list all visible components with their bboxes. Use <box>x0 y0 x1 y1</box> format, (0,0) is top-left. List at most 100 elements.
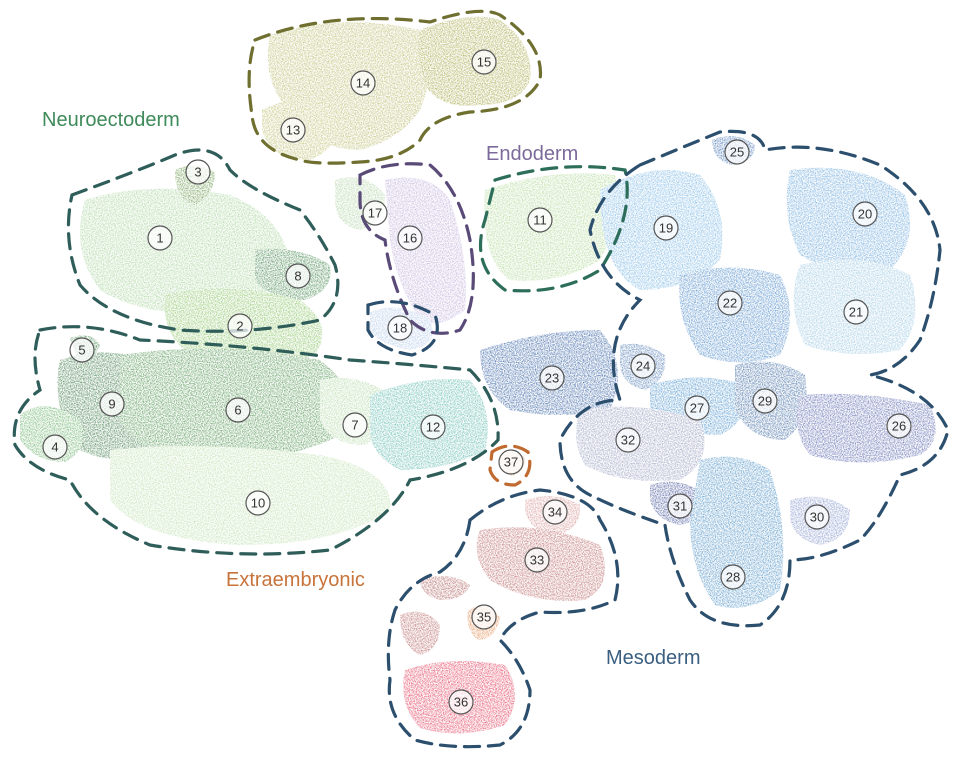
cluster-badge-12: 12 <box>420 414 446 440</box>
cluster-badge-1: 1 <box>147 225 173 251</box>
cluster-badge-circle <box>69 337 95 363</box>
cluster-badge-circle <box>285 263 311 289</box>
cluster-badge-circle <box>524 547 550 573</box>
cluster-id-label: 12 <box>426 420 440 435</box>
cluster-badge-circle <box>350 70 376 96</box>
cluster-blob-22 <box>679 267 790 363</box>
cluster-id-label: 26 <box>892 419 906 434</box>
cluster-badge-circle <box>527 207 553 233</box>
group-outlines <box>12 9 950 749</box>
cluster-badge-18: 18 <box>387 315 413 341</box>
cluster-badge-34: 34 <box>542 499 568 525</box>
cluster-id-label: 25 <box>730 145 744 160</box>
cluster-badge-circle <box>420 414 446 440</box>
cluster-id-label: 34 <box>548 505 562 520</box>
label-endoderm: Endoderm <box>486 143 578 165</box>
cluster-badge-19: 19 <box>653 215 679 241</box>
outline-neuroectoderm-upper <box>66 148 340 333</box>
cluster-badge-7: 7 <box>342 412 368 438</box>
cluster-badge-6: 6 <box>225 397 251 423</box>
cluster-id-label: 23 <box>545 371 559 386</box>
cluster-badge-circle <box>804 504 830 530</box>
cluster-badge-circle <box>684 395 710 421</box>
cluster-badge-circle <box>852 201 878 227</box>
label-neuroectoderm: Neuroectoderm <box>42 109 180 131</box>
cluster-badge-circle <box>342 412 368 438</box>
cluster-badge-2: 2 <box>227 313 253 339</box>
cluster-badge-circle <box>245 490 271 516</box>
cluster-badge-circle <box>843 299 869 325</box>
cluster-blob-1 <box>80 188 290 313</box>
cluster-badge-circle <box>717 290 743 316</box>
cluster-badge-circle <box>448 689 474 715</box>
cluster-id-label: 30 <box>810 510 824 525</box>
cluster-id-label: 5 <box>78 343 85 358</box>
cluster-id-label: 1 <box>156 231 163 246</box>
outline-mesoderm-lower <box>386 488 620 749</box>
cluster-badge-15: 15 <box>471 49 497 75</box>
cluster-id-label: 16 <box>403 231 417 246</box>
cluster-badge-circle <box>362 200 388 226</box>
cluster-badge-8: 8 <box>285 263 311 289</box>
cluster-badge-circle <box>225 397 251 423</box>
outline-endoderm-11 <box>478 165 629 293</box>
cluster-blob-26 <box>796 393 936 463</box>
cluster-id-label: 22 <box>723 296 737 311</box>
cluster-id-label: 14 <box>356 76 370 91</box>
cluster-badge-4: 4 <box>42 434 68 460</box>
cluster-id-label: 9 <box>108 397 115 412</box>
cluster-badge-circle <box>42 434 68 460</box>
cluster-id-label: 20 <box>858 207 872 222</box>
outline-mesoderm-upper <box>558 129 950 628</box>
cluster-badge-16: 16 <box>397 225 423 251</box>
cluster-badge-27: 27 <box>684 395 710 421</box>
cluster-id-label: 3 <box>194 165 201 180</box>
cluster-badge-circle <box>227 313 253 339</box>
cluster-badge-10: 10 <box>245 490 271 516</box>
cluster-badge-circle <box>471 604 497 630</box>
cluster-badge-circle <box>630 353 656 379</box>
cluster-badge-20: 20 <box>852 201 878 227</box>
cluster-badge-13: 13 <box>280 117 306 143</box>
outline-olive <box>247 9 543 165</box>
cluster-blob-32 <box>576 406 705 481</box>
cluster-id-label: 36 <box>454 695 468 710</box>
cluster-id-label: 33 <box>530 553 544 568</box>
cluster-badge-circle <box>724 139 750 165</box>
cluster-id-label: 32 <box>621 433 635 448</box>
cluster-id-label: 15 <box>477 55 491 70</box>
cluster-badge-circle <box>720 564 746 590</box>
cluster-id-label: 7 <box>351 418 358 433</box>
cluster-badge-17: 17 <box>362 200 388 226</box>
cluster-badge-28: 28 <box>720 564 746 590</box>
cluster-id-label: 19 <box>659 221 673 236</box>
cluster-id-label: 31 <box>673 499 687 514</box>
cluster-badge-11: 11 <box>527 207 553 233</box>
cluster-badge-37: 37 <box>498 449 524 475</box>
cluster-badge-35: 35 <box>471 604 497 630</box>
cluster-blob-33b <box>420 576 470 600</box>
cluster-id-label: 8 <box>294 269 301 284</box>
cluster-blob-35b <box>400 611 440 655</box>
label-extraembryonic: Extraembryonic <box>226 569 365 591</box>
cluster-blob-20 <box>786 167 910 273</box>
label-mesoderm: Mesoderm <box>606 647 700 669</box>
cluster-id-label: 21 <box>849 305 863 320</box>
cluster-badge-36: 36 <box>448 689 474 715</box>
cluster-id-label: 29 <box>758 394 772 409</box>
cluster-id-label: 27 <box>690 401 704 416</box>
cluster-id-label: 11 <box>533 213 547 228</box>
cluster-id-label: 24 <box>636 359 650 374</box>
cluster-id-label: 37 <box>504 455 518 470</box>
outline-neuroectoderm-lower <box>12 325 500 556</box>
cluster-badge-21: 21 <box>843 299 869 325</box>
cluster-badge-circle <box>539 365 565 391</box>
cluster-badge-circle <box>615 427 641 453</box>
cluster-badge-circle <box>147 225 173 251</box>
cluster-badge-22: 22 <box>717 290 743 316</box>
cluster-badge-circle <box>498 449 524 475</box>
cluster-id-label: 4 <box>51 440 58 455</box>
cluster-badge-32: 32 <box>615 427 641 453</box>
cluster-id-label: 28 <box>726 570 740 585</box>
